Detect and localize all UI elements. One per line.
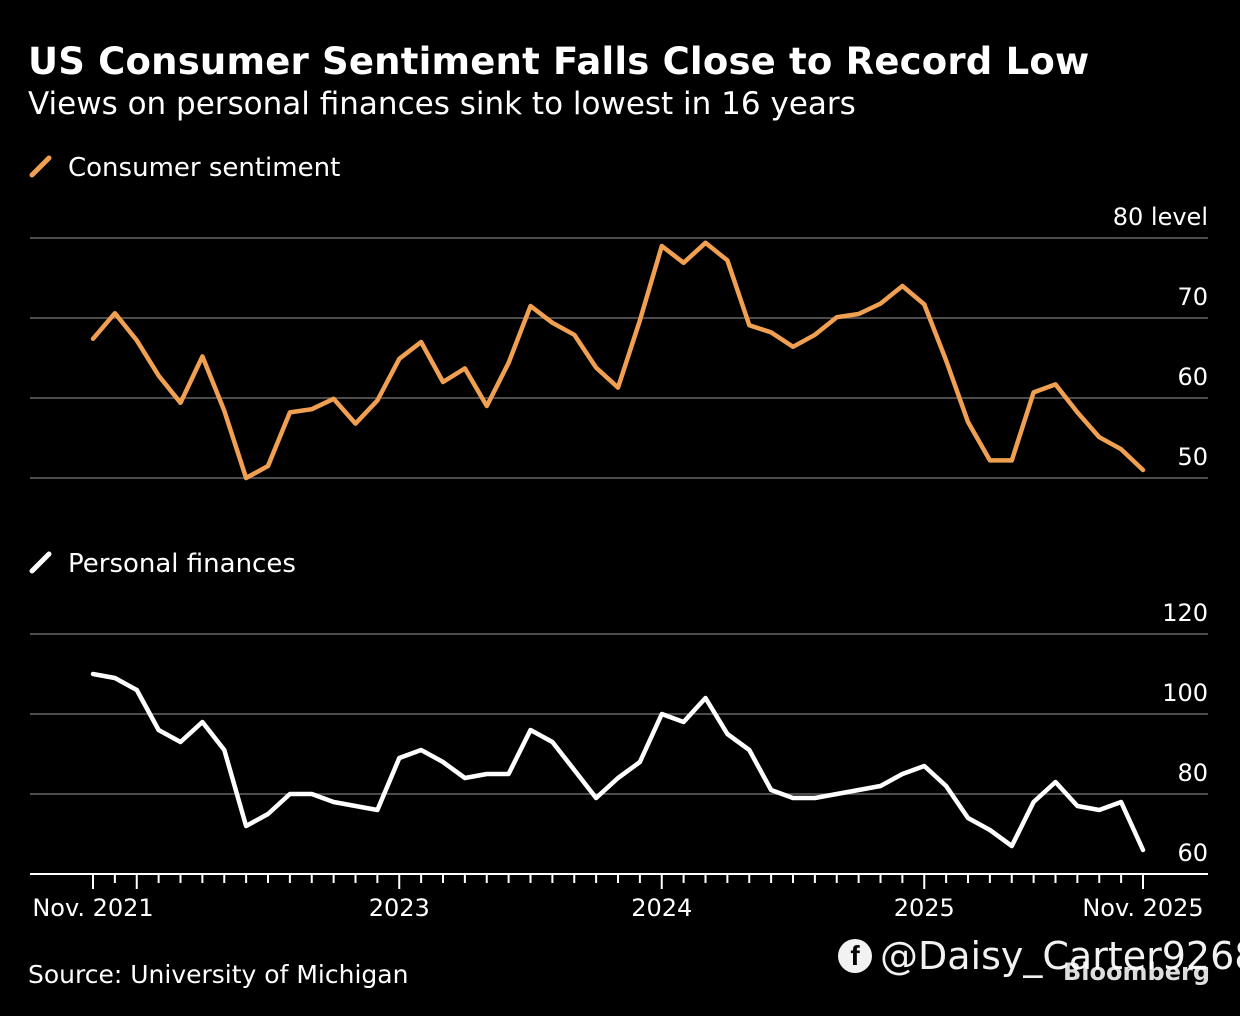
watermark-handle: @Daisy_Carter9268 (880, 934, 1240, 978)
brand-logo: Bloomberg (1063, 958, 1210, 986)
legend-label-1: Personal finances (68, 549, 296, 579)
y-tick-label: 60 (1177, 839, 1208, 867)
legend-swatch-0 (29, 155, 52, 178)
x-tick-label: Nov. 2025 (1082, 894, 1203, 922)
chart-subtitle: Views on personal finances sink to lowes… (28, 86, 856, 122)
y-tick-label: 60 (1177, 363, 1208, 391)
source-note: Source: University of Michigan (28, 960, 409, 989)
x-tick-label: Nov. 2021 (32, 894, 153, 922)
y-tick-label: 50 (1177, 443, 1208, 471)
facebook-icon: f (838, 939, 872, 973)
chart-title: US Consumer Sentiment Falls Close to Rec… (28, 40, 1090, 83)
x-tick-label: 2025 (894, 894, 955, 922)
y-tick-label: 70 (1177, 283, 1208, 311)
personal-finances-line (90, 671, 1146, 853)
x-tick-label: 2023 (369, 894, 430, 922)
legend-swatch-1 (29, 551, 52, 574)
x-tick-label: 2024 (631, 894, 692, 922)
watermark: f @Daisy_Carter9268 (838, 934, 1240, 978)
consumer-sentiment-line (90, 240, 1146, 481)
y-tick-label: 100 (1162, 679, 1208, 707)
legend-label-0: Consumer sentiment (68, 153, 340, 183)
y-tick-label: 120 (1162, 599, 1208, 627)
y-tick-label: 80 level (1113, 203, 1208, 231)
y-tick-label: 80 (1177, 759, 1208, 787)
